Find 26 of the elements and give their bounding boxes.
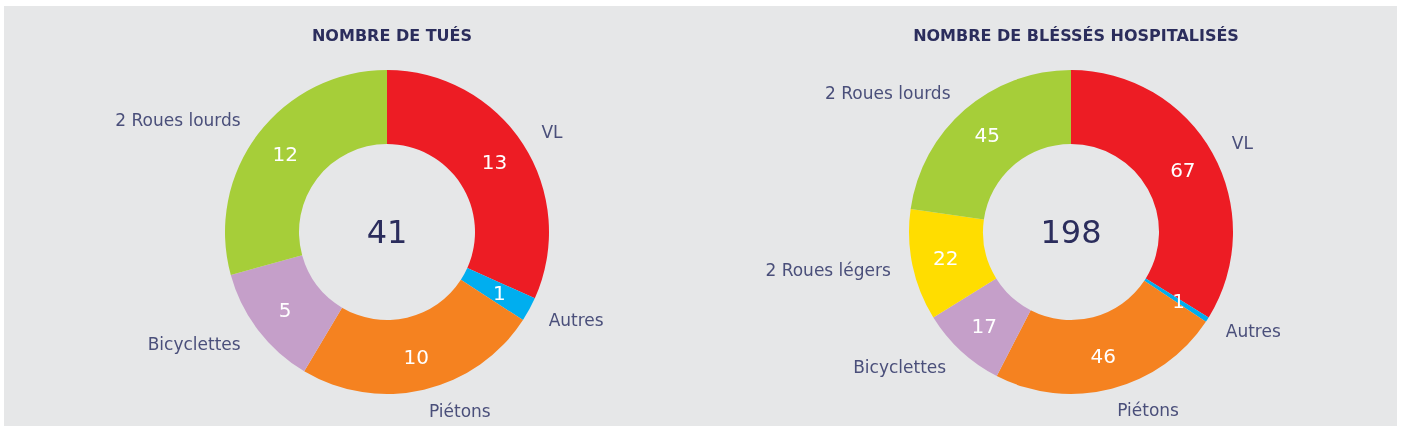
slice-label: Bicyclettes bbox=[147, 333, 241, 354]
data-label: 67 bbox=[1170, 157, 1196, 182]
data-label: 17 bbox=[971, 314, 997, 339]
data-label: 10 bbox=[403, 344, 429, 369]
data-label: 22 bbox=[932, 246, 959, 271]
slice-label: 2 Roues lourds bbox=[825, 82, 951, 103]
slice-label: Autres bbox=[548, 309, 604, 330]
slice-label: Piétons bbox=[1117, 400, 1180, 421]
data-label: 13 bbox=[481, 150, 508, 175]
slice-label: VL bbox=[541, 121, 564, 142]
slice-label: Autres bbox=[1225, 321, 1281, 342]
data-label: 1 bbox=[493, 281, 506, 306]
text: 198 bbox=[1040, 213, 1102, 251]
text: 41 bbox=[366, 213, 408, 251]
slice-label: 2 Roues lourds bbox=[115, 110, 241, 131]
data-label: 1 bbox=[1172, 289, 1186, 314]
chart-title: NOMBRE DE TUÉS bbox=[311, 25, 473, 45]
data-label: 46 bbox=[1090, 343, 1116, 368]
slice-label: VL bbox=[1231, 132, 1254, 153]
slice-label: 2 Roues légers bbox=[765, 259, 892, 280]
slice-label: Piétons bbox=[428, 401, 491, 422]
data-label: 5 bbox=[278, 297, 292, 322]
data-label: 12 bbox=[272, 142, 298, 167]
slice-label: Bicyclettes bbox=[853, 357, 947, 378]
chart-title: NOMBRE DE BLÉSSÉS HOSPITALISÉS bbox=[913, 25, 1239, 45]
data-label: 45 bbox=[974, 123, 1000, 148]
